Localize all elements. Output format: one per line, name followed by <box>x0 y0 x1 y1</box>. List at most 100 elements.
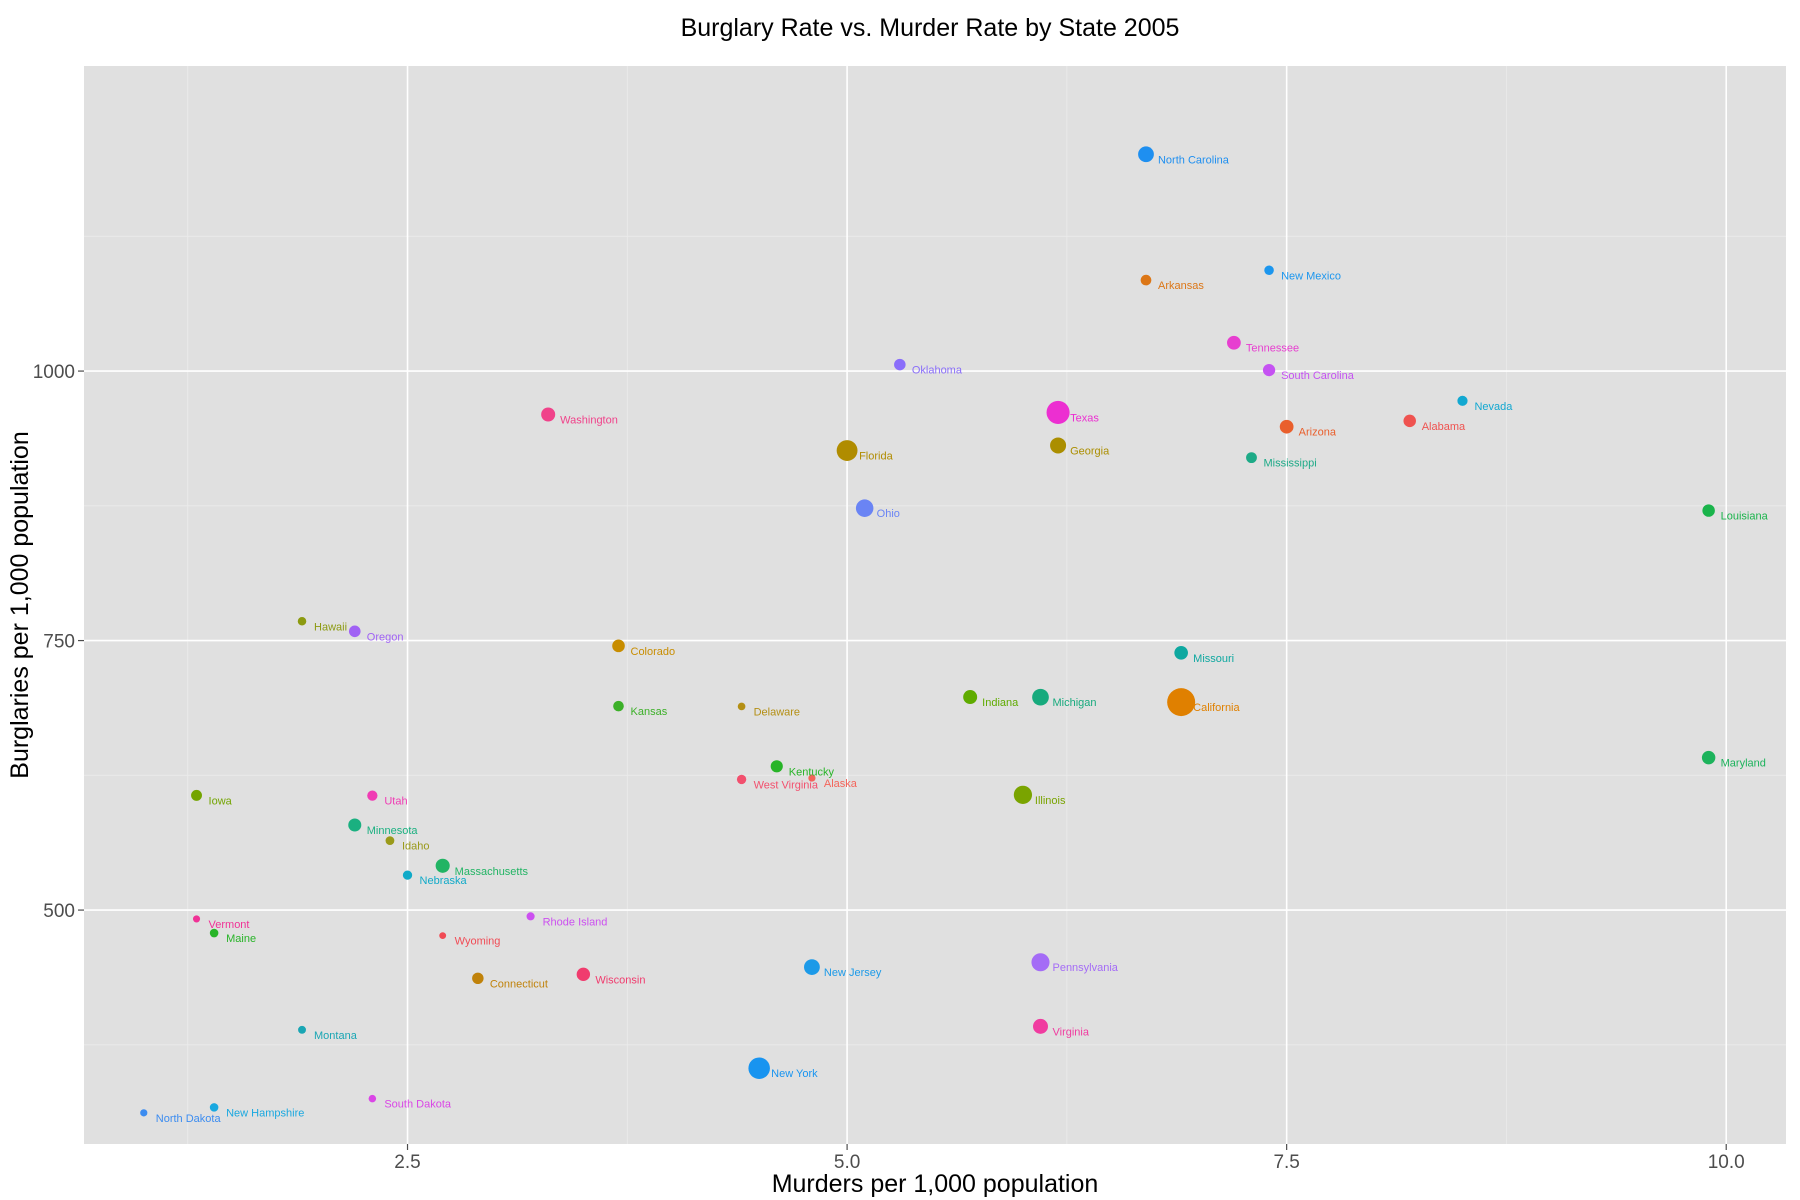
label-new-york: New York <box>771 1068 818 1080</box>
label-new-jersey: New Jersey <box>824 967 882 979</box>
point-hawaii <box>297 617 307 626</box>
label-arkansas: Arkansas <box>1158 280 1204 292</box>
label-georgia: Georgia <box>1070 445 1110 457</box>
label-indiana: Indiana <box>982 697 1019 709</box>
point-texas <box>1046 400 1070 425</box>
point-iowa <box>191 789 202 801</box>
point-arkansas <box>1140 274 1152 286</box>
point-michigan <box>1032 688 1049 706</box>
label-west-virginia: West Virginia <box>754 779 819 791</box>
label-pennsylvania: Pennsylvania <box>1052 962 1118 974</box>
label-arizona: Arizona <box>1299 427 1337 439</box>
label-washington: Washington <box>560 415 618 427</box>
y-axis-title: Burglaries per 1,000 population <box>6 431 34 778</box>
label-montana: Montana <box>314 1030 358 1042</box>
point-minnesota <box>348 818 362 832</box>
point-virginia <box>1033 1018 1048 1034</box>
label-maine: Maine <box>226 933 256 945</box>
chart-title: Burglary Rate vs. Murder Rate by State 2… <box>681 14 1180 42</box>
label-north-dakota: North Dakota <box>156 1113 222 1125</box>
point-missouri <box>1174 645 1188 660</box>
point-colorado <box>612 639 625 653</box>
point-washington <box>541 407 556 422</box>
label-mississippi: Mississippi <box>1263 458 1316 470</box>
point-mississippi <box>1246 452 1257 464</box>
point-new-mexico <box>1264 265 1274 276</box>
label-iowa: Iowa <box>209 795 233 807</box>
label-connecticut: Connecticut <box>490 978 548 990</box>
point-kentucky <box>770 760 783 773</box>
label-michigan: Michigan <box>1052 697 1096 709</box>
label-oklahoma: Oklahoma <box>912 365 963 377</box>
label-louisiana: Louisiana <box>1721 511 1769 523</box>
label-virginia: Virginia <box>1052 1026 1089 1038</box>
label-kansas: Kansas <box>631 706 668 718</box>
label-california: California <box>1193 702 1240 714</box>
label-rhode-island: Rhode Island <box>543 916 608 928</box>
point-oregon <box>348 625 361 638</box>
y-tick-label: 750 <box>43 632 75 653</box>
label-ohio: Ohio <box>877 508 900 520</box>
point-alabama <box>1403 414 1416 428</box>
point-california <box>1167 688 1196 717</box>
point-tennessee <box>1227 335 1241 350</box>
label-south-dakota: South Dakota <box>384 1099 452 1111</box>
gridlines <box>84 66 1786 1144</box>
point-florida <box>836 440 858 461</box>
x-tick-label: 10.0 <box>1708 1152 1745 1173</box>
label-wisconsin: Wisconsin <box>595 974 645 986</box>
label-delaware: Delaware <box>754 706 800 718</box>
data-points <box>140 146 1716 1117</box>
label-massachusetts: Massachusetts <box>455 866 529 878</box>
point-ohio <box>855 499 874 517</box>
y-tick-label: 1000 <box>33 362 75 383</box>
label-minnesota: Minnesota <box>367 825 419 837</box>
point-georgia <box>1050 437 1067 454</box>
label-alaska: Alaska <box>824 778 858 790</box>
plot-panel <box>84 66 1786 1144</box>
point-kansas <box>613 700 624 712</box>
label-vermont: Vermont <box>209 919 250 931</box>
point-delaware <box>737 702 746 711</box>
point-indiana <box>963 690 978 705</box>
point-oklahoma <box>894 358 906 371</box>
point-new-jersey <box>804 959 820 976</box>
label-florida: Florida <box>859 451 894 463</box>
point-pennsylvania <box>1031 953 1050 972</box>
point-vermont <box>192 915 201 923</box>
label-missouri: Missouri <box>1193 653 1234 665</box>
label-nebraska: Nebraska <box>420 875 468 887</box>
label-wyoming: Wyoming <box>455 936 501 948</box>
label-colorado: Colorado <box>631 646 676 658</box>
label-hawaii: Hawaii <box>314 621 347 633</box>
label-new-mexico: New Mexico <box>1281 270 1341 282</box>
x-tick-label: 7.5 <box>1273 1152 1299 1173</box>
point-maine <box>209 928 219 938</box>
point-nevada <box>1457 395 1468 406</box>
label-illinois: Illinois <box>1035 795 1066 807</box>
point-arizona <box>1279 419 1294 434</box>
point-labels: North Carolina New Mexico Arkansas Tennesse… <box>156 154 1769 1125</box>
point-connecticut <box>472 972 484 985</box>
x-tick-label: 5.0 <box>834 1152 860 1173</box>
point-illinois <box>1013 785 1033 804</box>
x-tick-label: 2.5 <box>394 1152 420 1173</box>
point-maryland <box>1701 750 1716 765</box>
label-tennessee: Tennessee <box>1246 343 1299 355</box>
y-tick-label: 500 <box>43 901 75 922</box>
label-texas: Texas <box>1070 412 1099 424</box>
point-south-dakota <box>368 1094 377 1103</box>
point-new-hampshire <box>209 1103 219 1112</box>
point-south-carolina <box>1262 363 1276 377</box>
point-wyoming <box>439 932 447 940</box>
point-alaska <box>808 774 816 782</box>
point-massachusetts <box>435 858 450 873</box>
point-west-virginia <box>736 774 747 785</box>
label-north-carolina: North Carolina <box>1158 154 1230 166</box>
label-utah: Utah <box>384 796 407 808</box>
point-new-york <box>748 1057 770 1079</box>
point-rhode-island <box>526 912 535 921</box>
point-idaho <box>385 836 395 846</box>
label-idaho: Idaho <box>402 841 430 853</box>
